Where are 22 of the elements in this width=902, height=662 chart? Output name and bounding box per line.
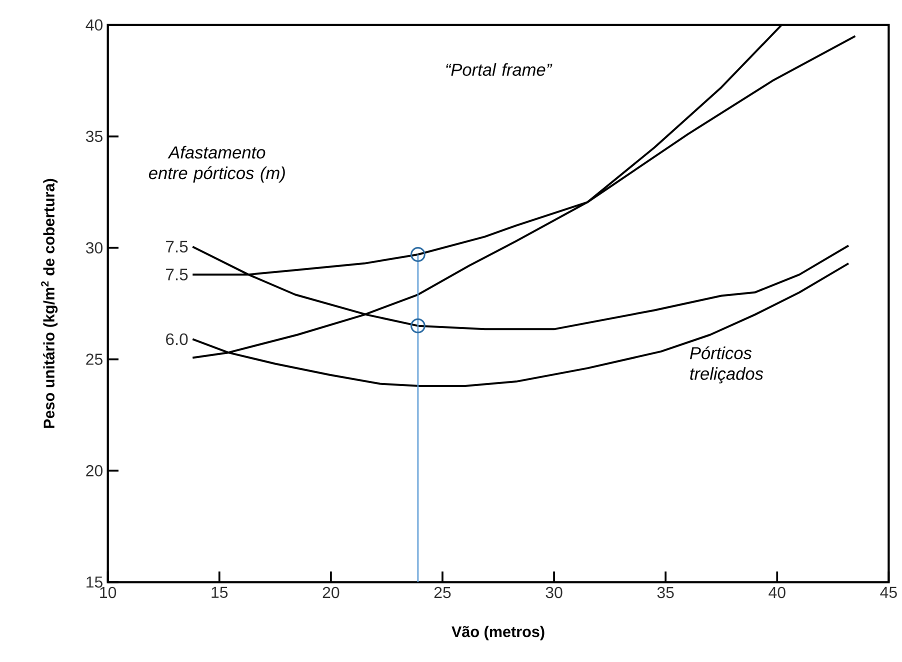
series-label: 7.5 bbox=[166, 268, 188, 280]
x-tick-label: 15 bbox=[212, 586, 228, 598]
x-tick-label: 45 bbox=[880, 586, 897, 598]
x-tick-label: 10 bbox=[100, 586, 116, 598]
x-axis-title: Vão (metros) bbox=[452, 626, 544, 640]
y-tick-label: 20 bbox=[86, 465, 103, 476]
annotation: Pórticos treliçados bbox=[690, 346, 764, 384]
y-tick-label: 35 bbox=[86, 130, 102, 142]
x-tick-label: 40 bbox=[768, 586, 786, 598]
series-label: 6.0 bbox=[166, 333, 188, 346]
y-tick-label: 40 bbox=[86, 19, 103, 31]
annotation: Afastamento entre pórticos (m) bbox=[148, 146, 285, 183]
y-tick-label: 30 bbox=[86, 242, 103, 254]
y-tick-label: 25 bbox=[86, 354, 102, 365]
y-tick-label: 15 bbox=[86, 576, 102, 588]
x-tick-label: 35 bbox=[657, 586, 674, 598]
y-axis-title: Peso unitário (kg/m$^{2}$ de cobertura) bbox=[41, 178, 58, 428]
x-tick-label: 30 bbox=[546, 586, 562, 598]
series-label: 7.5 bbox=[166, 240, 188, 253]
x-tick-label: 25 bbox=[434, 586, 451, 598]
x-tick-label: 20 bbox=[322, 586, 340, 598]
annotation: “Portal frame” bbox=[446, 63, 552, 76]
